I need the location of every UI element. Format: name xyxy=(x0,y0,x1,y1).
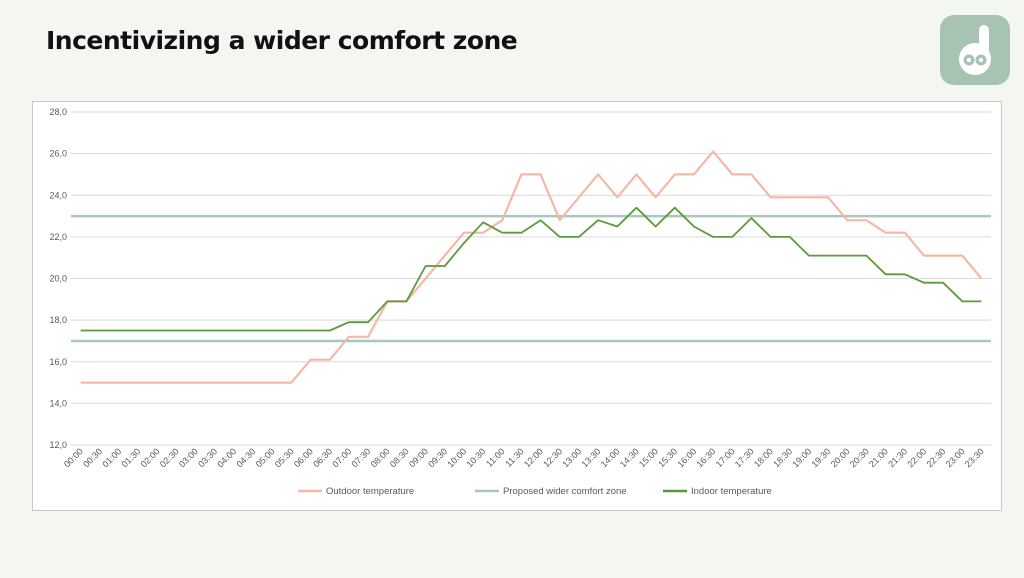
x-tick-label: 09:00 xyxy=(407,446,430,469)
x-tick-label: 10:30 xyxy=(464,446,487,469)
x-tick-label: 01:00 xyxy=(100,446,123,469)
x-tick-label: 03:00 xyxy=(177,446,200,469)
x-tick-label: 23:00 xyxy=(944,446,967,469)
x-tick-label: 09:30 xyxy=(426,446,449,469)
x-tick-label: 11:00 xyxy=(484,446,507,469)
logo-glyph xyxy=(959,25,991,75)
legend-label: Proposed wider comfort zone xyxy=(503,486,627,497)
x-tick-label: 23:30 xyxy=(963,446,986,469)
x-tick-label: 01:30 xyxy=(119,446,142,469)
x-tick-label: 21:00 xyxy=(867,446,890,469)
y-tick-label: 16,0 xyxy=(49,357,67,367)
legend-label: Outdoor temperature xyxy=(326,486,414,497)
x-tick-label: 11:30 xyxy=(503,446,526,469)
x-tick-label: 07:00 xyxy=(330,446,353,469)
x-tick-label: 06:30 xyxy=(311,446,334,469)
x-tick-label: 20:00 xyxy=(829,446,852,469)
x-tick-label: 02:00 xyxy=(139,446,162,469)
chart-frame: 12,0 14,0 16,0 18,0 20,0 22,0 24,0 26,0 28,0 00:… xyxy=(32,101,1002,511)
x-tick-label: 04:30 xyxy=(234,446,257,469)
x-axis-ticks: 00:0000:3001:0001:3002:0002:3003:0003:30… xyxy=(62,446,986,469)
temperature-chart: 12,0 14,0 16,0 18,0 20,0 22,0 24,0 26,0 28,0 00:… xyxy=(49,107,991,497)
x-tick-label: 03:30 xyxy=(196,446,219,469)
x-tick-label: 16:30 xyxy=(694,446,717,469)
x-tick-label: 17:30 xyxy=(733,446,756,469)
x-tick-label: 19:00 xyxy=(790,446,813,469)
x-tick-label: 14:30 xyxy=(618,446,641,469)
x-tick-label: 08:30 xyxy=(388,446,411,469)
y-tick-label: 26,0 xyxy=(49,149,67,159)
x-tick-label: 18:30 xyxy=(771,446,794,469)
legend-label: Indoor temperature xyxy=(691,486,772,497)
y-tick-label: 20,0 xyxy=(49,274,67,284)
y-tick-label: 24,0 xyxy=(49,190,67,200)
x-tick-label: 14:00 xyxy=(599,446,622,469)
x-tick-label: 06:00 xyxy=(292,446,315,469)
y-tick-label: 14,0 xyxy=(49,398,67,408)
slide-title: Incentivizing a wider comfort zone xyxy=(46,26,518,55)
x-tick-label: 21:30 xyxy=(886,446,909,469)
x-tick-label: 02:30 xyxy=(158,446,181,469)
indoor-temperature-line xyxy=(80,206,982,332)
x-tick-label: 04:00 xyxy=(215,446,238,469)
x-tick-label: 17:00 xyxy=(714,446,737,469)
x-tick-label: 18:00 xyxy=(752,446,775,469)
y-axis-ticks: 12,0 14,0 16,0 18,0 20,0 22,0 24,0 26,0 28,0 xyxy=(49,107,67,450)
series-layer xyxy=(71,150,991,384)
x-tick-label: 05:00 xyxy=(254,446,277,469)
x-tick-label: 13:30 xyxy=(579,446,602,469)
x-tick-label: 12:30 xyxy=(541,446,564,469)
x-tick-label: 05:30 xyxy=(273,446,296,469)
x-tick-label: 15:00 xyxy=(637,446,660,469)
outdoor-temperature-line xyxy=(80,150,983,384)
y-tick-label: 18,0 xyxy=(49,315,67,325)
x-tick-label: 13:00 xyxy=(560,446,583,469)
x-tick-label: 15:30 xyxy=(656,446,679,469)
x-tick-label: 10:00 xyxy=(445,446,468,469)
y-tick-label: 28,0 xyxy=(49,107,67,117)
x-tick-label: 19:30 xyxy=(809,446,832,469)
x-tick-label: 20:30 xyxy=(848,446,871,469)
owl-d-logo-icon xyxy=(940,15,1010,85)
x-tick-label: 22:30 xyxy=(924,446,947,469)
x-tick-label: 07:30 xyxy=(349,446,372,469)
x-tick-label: 00:30 xyxy=(81,446,104,469)
x-tick-label: 12:00 xyxy=(522,446,545,469)
x-tick-label: 16:00 xyxy=(675,446,698,469)
grid-layer xyxy=(71,111,991,446)
x-tick-label: 08:00 xyxy=(369,446,392,469)
x-tick-label: 22:00 xyxy=(905,446,928,469)
y-tick-label: 22,0 xyxy=(49,232,67,242)
y-tick-label: 12,0 xyxy=(49,440,67,450)
chart-legend: Outdoor temperature Proposed wider comfor… xyxy=(298,486,772,497)
